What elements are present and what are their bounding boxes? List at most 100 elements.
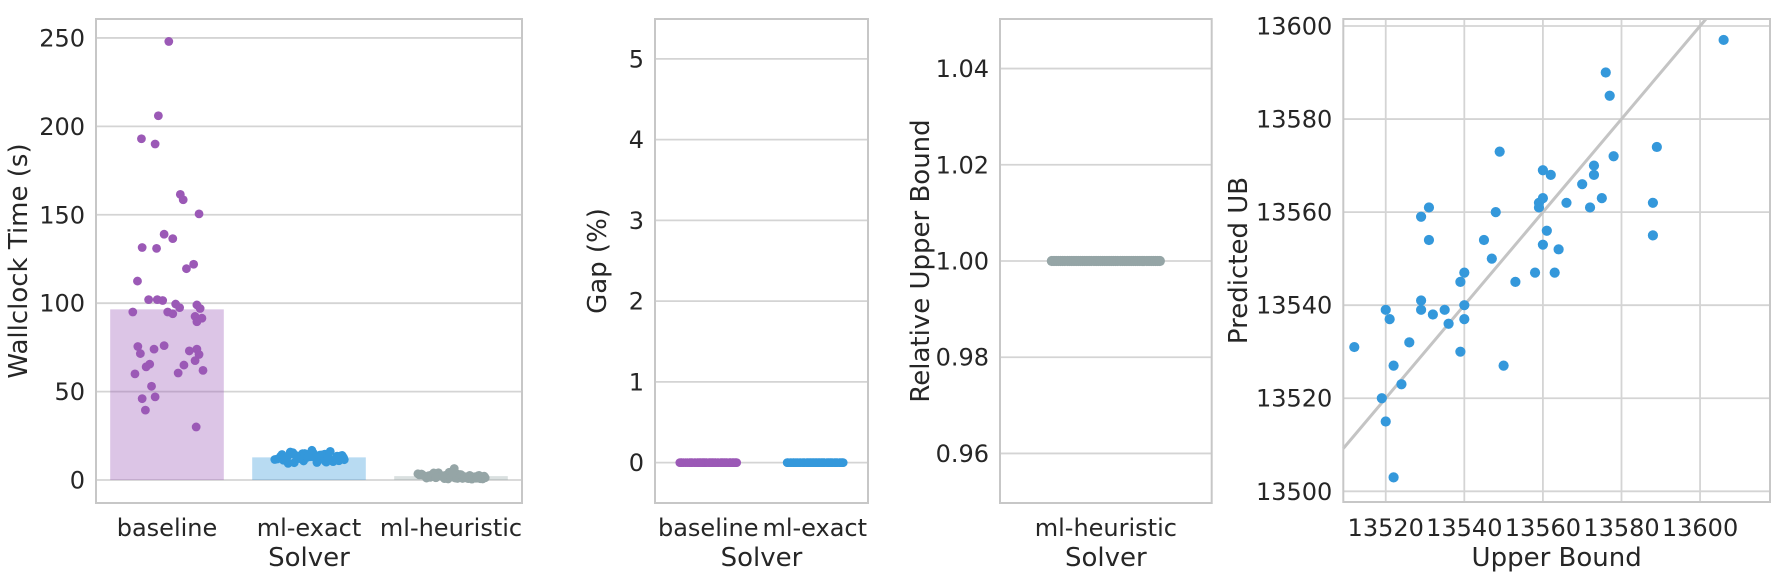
- strip-point: [472, 473, 482, 483]
- scatter-point: [1608, 151, 1619, 162]
- strip-point: [137, 134, 146, 144]
- x-tick-label: 13520: [1348, 514, 1424, 542]
- strip-point: [192, 317, 202, 327]
- scatter-point: [1553, 244, 1564, 255]
- plot-border: [654, 18, 869, 504]
- strip-point: [685, 458, 694, 468]
- scatter-point: [1443, 318, 1454, 329]
- scatter-point: [1647, 230, 1659, 241]
- strip-point: [325, 446, 335, 456]
- bar-baseline: [110, 309, 224, 481]
- strip-point: [135, 349, 145, 358]
- strip-point: [479, 471, 489, 481]
- scatter-point: [1349, 341, 1360, 353]
- scatter-points: [1349, 34, 1729, 483]
- scatter-point: [1537, 165, 1548, 176]
- y-tick-label: 13580: [1256, 106, 1332, 134]
- plot-border: [95, 18, 523, 504]
- scatter-point: [1600, 67, 1611, 78]
- scatter-point: [1415, 304, 1427, 315]
- y-tick-label: 0: [70, 467, 85, 495]
- y-tick-label: 50: [54, 378, 85, 406]
- scatter-point: [1486, 253, 1497, 264]
- strip-point: [194, 209, 204, 219]
- strip-point: [191, 422, 201, 432]
- scatter-point: [1423, 202, 1435, 213]
- strip-point: [147, 381, 156, 391]
- y-tick-label: 0.96: [936, 440, 989, 468]
- x-tick-label: 13580: [1583, 514, 1659, 542]
- strip-point: [418, 470, 428, 480]
- scatter-point: [1490, 207, 1501, 218]
- y-tick-label: 250: [39, 24, 85, 52]
- y-tick-label: 0: [629, 449, 644, 477]
- scatter-point: [1549, 267, 1560, 278]
- strip-points-ml-exact: [270, 445, 349, 468]
- strip-point: [1154, 255, 1165, 267]
- strip-point: [153, 111, 163, 121]
- strip-point: [438, 471, 448, 481]
- y-tick-label: 13560: [1256, 199, 1332, 227]
- strip-points-ml-heuristic: [1046, 255, 1165, 267]
- scatter-point: [1459, 300, 1470, 311]
- scatter-point: [1455, 346, 1466, 357]
- strip-point: [164, 37, 174, 46]
- y-tick-label: 100: [39, 290, 85, 318]
- scatter-point: [1510, 276, 1521, 288]
- plot-border: [1342, 18, 1772, 503]
- strip-point: [179, 360, 189, 370]
- category-tick-label: ml-exact: [762, 514, 867, 542]
- y-tick-label: 5: [629, 45, 644, 73]
- strip-point: [195, 304, 205, 313]
- scatter-point: [1376, 393, 1387, 404]
- wallclock-panel: 0 50 100 150 200 250 baseline ml-exact ml-heuris…: [4, 18, 523, 573]
- scatter-point: [1604, 90, 1615, 101]
- scatter-point: [1388, 360, 1399, 371]
- strip-point: [312, 458, 322, 467]
- strip-point: [198, 365, 208, 375]
- strip-point: [431, 473, 441, 483]
- scatter-point: [1541, 225, 1552, 236]
- strip-point: [460, 472, 470, 482]
- scatter-point: [1545, 169, 1556, 180]
- strip-point: [133, 342, 143, 351]
- strip-point: [190, 356, 200, 366]
- strip-point: [137, 243, 147, 252]
- strip-point: [788, 458, 798, 468]
- strip-point: [826, 458, 836, 468]
- scatter-point: [1498, 360, 1509, 371]
- scatter-point: [1455, 276, 1466, 288]
- strip-point: [331, 454, 341, 464]
- x-tick-label: 13540: [1426, 514, 1502, 542]
- scatter-point: [1718, 34, 1729, 46]
- scatter-point: [1439, 304, 1450, 315]
- strip-point: [152, 243, 161, 253]
- y-tick-label: 13600: [1256, 12, 1332, 40]
- strip-point: [175, 303, 185, 312]
- strip-point: [719, 458, 729, 468]
- y-axis-label: Predicted UB: [1224, 177, 1254, 344]
- strip-point: [159, 341, 169, 351]
- y-tick-label: 1: [629, 368, 644, 396]
- strip-point: [727, 458, 737, 468]
- strip-point: [137, 394, 147, 404]
- scatter-point: [1577, 179, 1588, 190]
- scatter-point: [1537, 193, 1548, 204]
- y-tick-label: 2: [629, 288, 644, 316]
- strip-point: [303, 452, 313, 461]
- strip-point: [168, 309, 178, 319]
- y-tick-label: 1.00: [936, 248, 989, 276]
- strip-points-ml-exact: [782, 458, 848, 468]
- strip-point: [704, 458, 714, 468]
- strip-point: [323, 453, 333, 463]
- y-axis-label: Gap (%): [583, 208, 613, 314]
- strip-point: [808, 458, 818, 468]
- strip-point: [158, 296, 168, 305]
- scatter-point: [1494, 146, 1505, 157]
- scatter-point: [1529, 267, 1541, 278]
- scatter-point: [1380, 416, 1391, 427]
- x-axis-label: Solver: [721, 543, 803, 573]
- scatter-point: [1561, 197, 1572, 208]
